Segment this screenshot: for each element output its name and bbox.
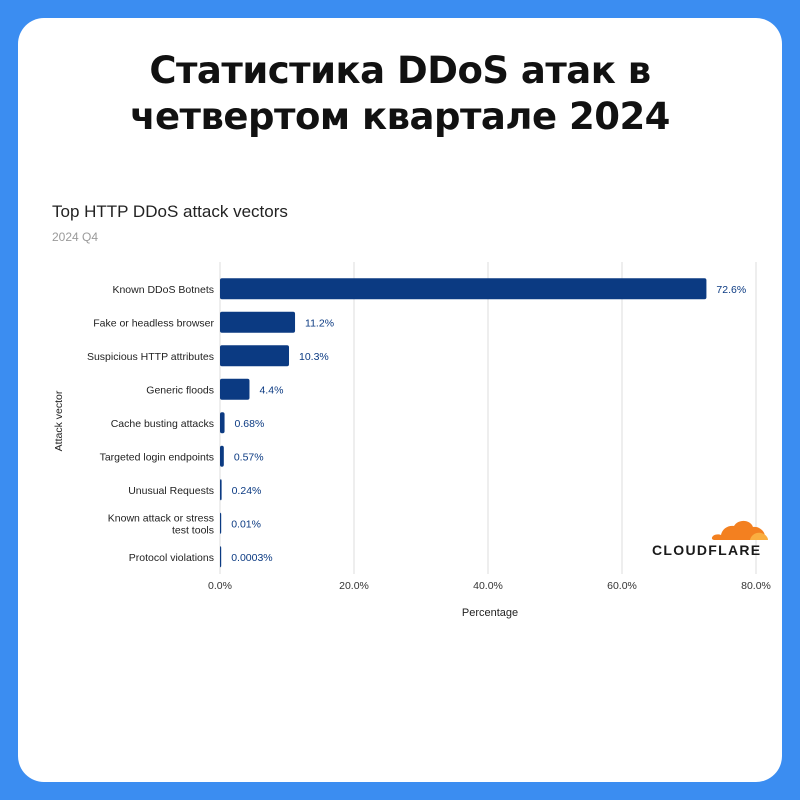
data-label: 72.6% [716,284,746,296]
infographic-card: Статистика DDoS атак в четвертом квартал… [18,18,782,782]
category-label: Generic floods [146,384,214,396]
bar-chart: 0.0% 20.0% 40.0% 60.0% 80.0% Known DDoS Botne… [53,262,771,619]
data-label: 4.4% [259,384,283,396]
x-tick-label: 60.0% [607,580,637,592]
bar [220,278,707,300]
x-axis-title: Percentage [462,607,518,619]
category-label: Fake or headless browser [93,317,214,329]
bar [220,378,250,400]
category-label: Unusual Requests [128,485,214,497]
y-axis-title: Attack vector [53,390,65,451]
bar [220,546,222,568]
category-label: Suspicious HTTP attributes [87,351,214,363]
category-label: Targeted login endpoints [100,451,214,463]
x-tick-label: 80.0% [741,580,771,592]
data-label: 0.57% [234,451,264,463]
data-label: 0.0003% [231,552,272,564]
bar [220,345,290,367]
data-label: 11.2% [305,317,334,329]
cloud-icon [711,520,768,540]
logo-text: CLOUDFLARE [652,542,762,558]
category-label: Protocol violations [129,552,214,564]
bar [220,311,296,333]
bar [220,445,224,467]
data-label: 0.24% [232,485,262,497]
bar [220,479,222,501]
bar [220,412,225,434]
data-label: 0.68% [235,418,265,430]
chart-title: Top HTTP DDoS attack vectors [52,202,288,221]
cloudflare-logo: CLOUDFLARE [652,514,772,564]
category-label: Known attack or stress test tools [108,512,214,536]
bar [220,512,222,534]
data-label: 10.3% [299,351,329,363]
x-tick-label: 20.0% [339,580,369,592]
chart-subtitle: 2024 Q4 [52,230,99,244]
x-tick-label: 40.0% [473,580,503,592]
headline: Статистика DDoS атак в четвертом квартал… [130,49,670,138]
data-label: 0.01% [231,518,261,530]
x-tick-label: 0.0% [208,580,232,592]
category-label: Cache busting attacks [111,418,214,430]
category-label: Known DDoS Botnets [112,284,214,296]
